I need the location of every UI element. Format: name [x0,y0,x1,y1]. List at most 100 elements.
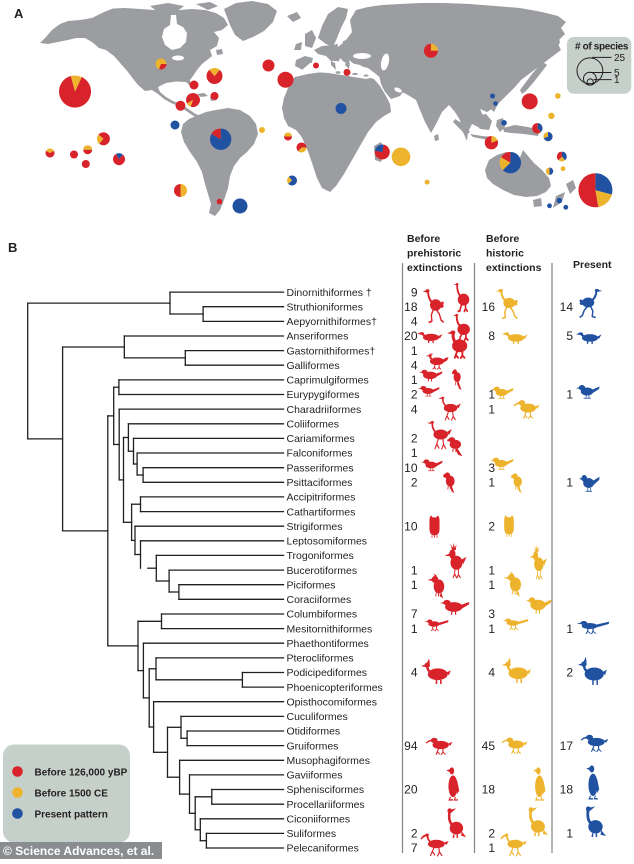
svg-text:7: 7 [411,841,418,855]
svg-text:8: 8 [488,329,495,343]
svg-text:16: 16 [482,300,496,314]
svg-text:25: 25 [614,53,626,64]
svg-text:1: 1 [411,373,418,387]
svg-text:Sphenisciformes: Sphenisciformes [287,784,365,796]
svg-text:Aepyornithiformes†: Aepyornithiformes† [287,316,378,328]
svg-text:4: 4 [411,315,418,329]
svg-text:20: 20 [404,783,418,797]
svg-text:Procellariiformes: Procellariiformes [287,799,365,811]
svg-text:20: 20 [404,329,418,343]
svg-text:1: 1 [614,75,620,86]
svg-text:Struthioniformes: Struthioniformes [287,301,363,313]
svg-text:4: 4 [411,666,418,680]
svg-text:2: 2 [488,827,495,841]
svg-text:Phoenicopteriformes: Phoenicopteriformes [287,682,383,694]
svg-text:10: 10 [404,461,418,475]
svg-text:Before: Before [486,233,519,245]
svg-text:17: 17 [560,739,574,753]
svg-text:1: 1 [488,578,495,592]
svg-text:extinctions: extinctions [407,262,463,274]
svg-text:Podicipediformes: Podicipediformes [287,667,368,679]
svg-text:Suliformes: Suliformes [287,828,337,840]
svg-text:1: 1 [411,344,418,358]
svg-text:Accipitriformes: Accipitriformes [287,492,356,504]
svg-text:Passeriformes: Passeriformes [287,462,354,474]
svg-text:Pterocliformes: Pterocliformes [287,653,354,665]
svg-text:Cariamiformes: Cariamiformes [287,433,355,445]
svg-text:Gastornithiformes†: Gastornithiformes† [287,345,376,357]
svg-text:1: 1 [488,388,495,402]
svg-text:1: 1 [411,578,418,592]
svg-text:Columbiformes: Columbiformes [287,609,358,621]
svg-text:1: 1 [411,563,418,577]
svg-text:Phaethontiformes: Phaethontiformes [287,638,369,650]
svg-text:Coraciiformes: Coraciiformes [287,594,352,606]
svg-text:Anseriformes: Anseriformes [287,331,349,343]
svg-text:Cuculiformes: Cuculiformes [287,711,348,723]
svg-text:Musophagiformes: Musophagiformes [287,755,370,767]
svg-text:Piciformes: Piciformes [287,579,336,591]
svg-text:3: 3 [488,607,495,621]
svg-text:14: 14 [560,300,574,314]
svg-text:Present: Present [573,259,612,271]
svg-text:2: 2 [411,432,418,446]
svg-text:Leptosomiformes: Leptosomiformes [287,536,368,548]
svg-text:1: 1 [566,827,573,841]
svg-text:Bucerotiformes: Bucerotiformes [287,565,358,577]
svg-text:1: 1 [488,841,495,855]
svg-text:Coliiformes: Coliiformes [287,419,340,431]
svg-text:Gaviiformes: Gaviiformes [287,770,343,782]
svg-text:Ciconiiformes: Ciconiiformes [287,814,351,826]
svg-text:Opisthocomiformes: Opisthocomiformes [287,696,377,708]
svg-text:3: 3 [488,461,495,475]
svg-text:1: 1 [566,622,573,636]
svg-text:1: 1 [488,476,495,490]
svg-text:# of species: # of species [575,42,629,53]
svg-text:Otidiformes: Otidiformes [287,726,341,738]
svg-text:1: 1 [488,622,495,636]
svg-text:1: 1 [488,563,495,577]
svg-text:1: 1 [411,446,418,460]
svg-text:5: 5 [614,68,620,79]
svg-text:Before 1500 CE: Before 1500 CE [35,789,109,800]
svg-text:Mesitornithiformes: Mesitornithiformes [287,623,373,635]
svg-text:extinctions: extinctions [486,262,542,274]
svg-text:4: 4 [411,358,418,372]
svg-text:94: 94 [404,739,418,753]
svg-text:B: B [8,240,17,255]
svg-text:10: 10 [404,519,418,533]
svg-text:prehistoric: prehistoric [407,248,461,260]
svg-text:5: 5 [566,329,573,343]
svg-text:Before 126,000 yBP: Before 126,000 yBP [35,768,128,779]
svg-text:18: 18 [404,300,418,314]
svg-text:1: 1 [411,622,418,636]
svg-text:Caprimulgiformes: Caprimulgiformes [287,375,369,387]
svg-text:Cathartiformes: Cathartiformes [287,506,356,518]
svg-text:© Science Advances, et al.: © Science Advances, et al. [3,844,154,858]
svg-text:Strigiformes: Strigiformes [287,521,343,533]
svg-text:7: 7 [411,607,418,621]
svg-text:1: 1 [488,402,495,416]
svg-text:4: 4 [488,666,495,680]
svg-text:18: 18 [560,783,574,797]
svg-text:2: 2 [411,388,418,402]
svg-text:Galliformes: Galliformes [287,360,340,372]
svg-text:Trogoniformes: Trogoniformes [287,550,354,562]
svg-text:2: 2 [566,666,573,680]
svg-text:2: 2 [411,476,418,490]
svg-text:18: 18 [482,783,496,797]
svg-text:Psittaciformes: Psittaciformes [287,477,353,489]
svg-text:Pelecaniformes: Pelecaniformes [287,843,359,855]
svg-text:1: 1 [566,388,573,402]
svg-text:Before: Before [407,233,440,245]
svg-text:Present pattern: Present pattern [35,810,108,821]
svg-text:2: 2 [488,519,495,533]
svg-text:4: 4 [411,402,418,416]
svg-text:A: A [14,6,24,21]
svg-text:historic: historic [486,248,524,260]
svg-text:Eurypygiformes: Eurypygiformes [287,389,360,401]
svg-text:Charadriiformes: Charadriiformes [287,404,362,416]
svg-text:45: 45 [482,739,496,753]
svg-text:Dinornithiformes †: Dinornithiformes † [287,287,372,299]
svg-text:9: 9 [411,285,418,299]
